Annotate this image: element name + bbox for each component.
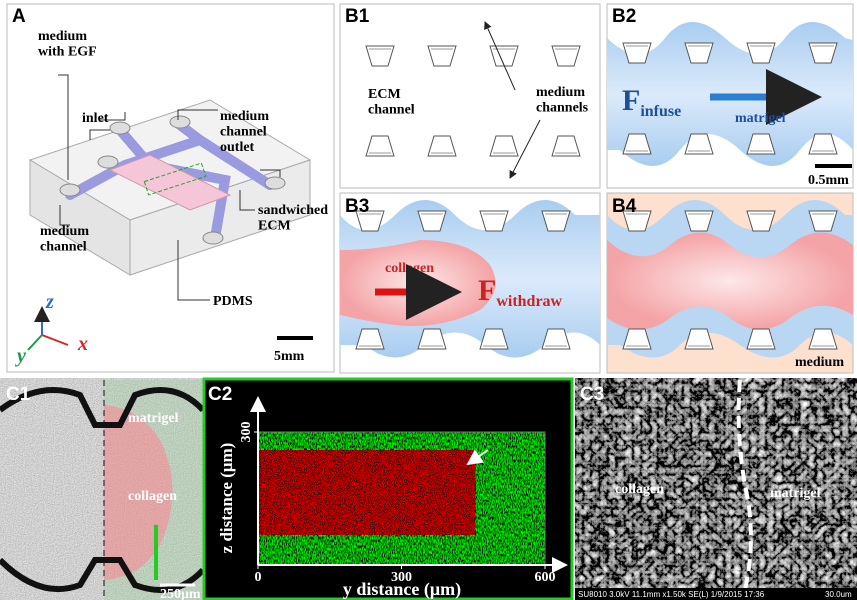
panel-c1: C1 matrigel collagen 250μm <box>0 378 203 600</box>
line: medium <box>536 85 585 100</box>
panel-label: A <box>12 6 26 27</box>
panel-b4: B4 medium <box>607 193 853 373</box>
panel-b3: B3 collagen Fwithdraw <box>340 193 600 373</box>
scale-label: 0.5mm <box>808 173 849 188</box>
line: medium <box>38 29 87 44</box>
line: medium <box>40 224 89 239</box>
label-collagen: collagen <box>128 489 177 504</box>
label-collagen: collagen <box>385 261 434 276</box>
line: sandwiched <box>258 203 328 218</box>
scale-label: 5mm <box>274 349 305 364</box>
line: outlet <box>220 140 255 155</box>
force-f: F <box>622 84 640 117</box>
figure: A mediumwith EGF inlet mediumchanneloutl… <box>0 0 857 600</box>
axis-x: x <box>77 333 88 355</box>
force-f: F <box>478 274 496 307</box>
axis-z: z <box>45 291 54 313</box>
line: ECM <box>258 218 291 233</box>
line: channels <box>536 100 589 115</box>
panel-label: B2 <box>612 6 636 27</box>
scale-label: 250μm <box>160 587 201 600</box>
axis-y: y <box>15 345 26 367</box>
panel-label: B4 <box>612 196 637 217</box>
info-text: SU8010 3.0kV 11.1mm x1.50k SE(L) 1/9/201… <box>578 590 765 599</box>
label-pdms: PDMS <box>213 294 253 309</box>
line: channel <box>40 239 87 254</box>
y-tick-label: 300 <box>239 422 254 443</box>
panel-label: B3 <box>345 196 369 217</box>
panel-c3: C3 collagen matrigel SU8010 3.0kV 11.1mm… <box>575 378 857 600</box>
panel-label: C1 <box>6 384 31 405</box>
collagen-region <box>340 240 496 326</box>
label-inlet: inlet <box>82 111 109 126</box>
panel-b2: B2 Finfuse matrigel 0.5mm <box>607 4 853 188</box>
line: with EGF <box>38 44 97 59</box>
force-sub: infuse <box>640 103 681 120</box>
line: channel <box>220 124 267 139</box>
panel-label: B1 <box>345 6 370 27</box>
line: medium <box>220 109 269 124</box>
label-matrigel: matrigel <box>770 486 821 501</box>
label-medium: medium <box>795 355 844 370</box>
x-axis-label: y distance (μm) <box>343 579 461 600</box>
scale-label: 30.0um <box>825 590 852 599</box>
panel-label: C2 <box>208 384 232 405</box>
x-tick-label: 600 <box>535 570 556 585</box>
line: channel <box>368 102 415 117</box>
label-matrigel: matrigel <box>128 411 179 426</box>
line: ECM <box>368 87 401 102</box>
x-tick-label: 0 <box>255 570 262 585</box>
label-collagen: collagen <box>615 482 664 497</box>
label-matrigel: matrigel <box>735 111 786 126</box>
force-sub: withdraw <box>496 293 562 310</box>
panel-label: C3 <box>580 384 604 405</box>
y-axis-label: z distance (μm) <box>217 443 236 554</box>
